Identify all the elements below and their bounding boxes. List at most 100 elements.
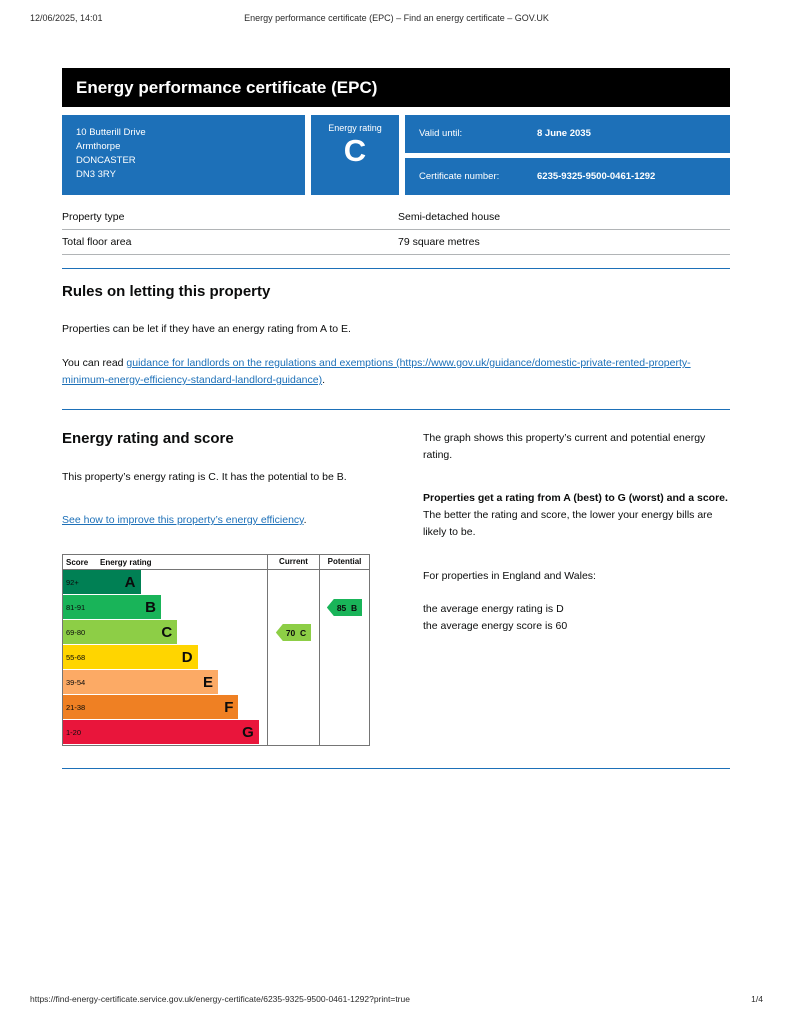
floor-area-label: Total floor area: [62, 236, 132, 248]
epc-potential-cell: [319, 720, 369, 745]
graph-intro-paragraph: The graph shows this property’s current …: [423, 432, 706, 461]
epc-band-row-a: 92+ A: [63, 570, 369, 595]
epc-band-cell: 55-68 D: [63, 645, 267, 670]
epc-band-cell: 1-20 G: [63, 720, 267, 745]
average-rating-line: the average energy rating is D: [423, 603, 564, 615]
valid-until-value: 8 June 2035: [537, 128, 591, 140]
potential-column-header: Potential: [319, 555, 369, 569]
epc-band-row-g: 1-20 G: [63, 720, 369, 745]
table-row: Total floor area 79 square metres: [62, 230, 730, 255]
epc-band-score: 1-20: [66, 727, 82, 737]
energy-rating-box: Energy rating C: [311, 115, 399, 195]
section-divider: [62, 409, 730, 410]
landlord-guidance-link[interactable]: guidance for landlords on the regulation…: [62, 357, 691, 386]
improve-efficiency-paragraph: See how to improve this property’s energ…: [62, 512, 370, 529]
epc-band-bar-b: 81-91 B: [63, 595, 161, 619]
rating-left-column: Energy rating and score This property’s …: [62, 430, 370, 746]
epc-current-cell: [267, 570, 319, 595]
epc-graph-header: Score Energy rating Current Potential: [63, 555, 369, 570]
epc-band-bar-g: 1-20 G: [63, 720, 259, 744]
section-divider: [62, 768, 730, 769]
certificate-summary: 10 Butterill Drive Armthorpe DONCASTER D…: [62, 115, 730, 195]
epc-band-cell: 69-80 C: [63, 620, 267, 645]
epc-band-row-b: 81-91 B 85 B: [63, 595, 369, 620]
epc-potential-cell: [319, 670, 369, 695]
epc-potential-cell: [319, 695, 369, 720]
epc-potential-cell: [319, 570, 369, 595]
improve-efficiency-link[interactable]: See how to improve this property’s energ…: [62, 514, 304, 526]
epc-band-letter: E: [203, 673, 214, 691]
energy-rating-section: Energy rating and score This property’s …: [62, 430, 730, 746]
england-wales-intro: For properties in England and Wales:: [423, 570, 596, 582]
valid-until-label: Valid until:: [419, 128, 463, 140]
epc-band-cell: 39-54 E: [63, 670, 267, 695]
potential-rating-marker: 85 B: [326, 599, 363, 616]
epc-current-cell: [267, 595, 319, 620]
score-column-header: Score: [66, 557, 89, 567]
table-row: Property type Semi-detached house: [62, 205, 730, 230]
epc-band-letter: C: [161, 623, 173, 641]
guidance-text-prefix: You can read: [62, 357, 127, 369]
epc-potential-cell: [319, 620, 369, 645]
epc-band-score: 69-80: [66, 627, 86, 637]
epc-band-bar-a: 92+ A: [63, 570, 141, 594]
epc-band-row-f: 21-38 F: [63, 695, 369, 720]
epc-band-bar-d: 55-68 D: [63, 645, 198, 669]
epc-band-score: 55-68: [66, 652, 86, 662]
print-url: https://find-energy-certificate.service.…: [30, 994, 410, 1004]
ratings-explainer-bold: Properties get a rating from A (best) to…: [423, 492, 728, 504]
certificate-number-label: Certificate number:: [419, 170, 500, 182]
epc-page: Energy performance certificate (EPC) 10 …: [62, 68, 730, 769]
rating-right-column: The graph shows this property’s current …: [423, 430, 730, 635]
current-rating-marker: 70 C: [275, 624, 312, 641]
epc-band-score: 92+: [66, 577, 79, 587]
certificate-number-box: Certificate number: 6235-9325-9500-0461-…: [405, 157, 730, 195]
epc-band-row-d: 55-68 D: [63, 645, 369, 670]
energy-rating-graph: Score Energy rating Current Potential 92…: [62, 554, 370, 746]
averages-paragraph: the average energy rating is D the averag…: [423, 601, 730, 635]
epc-current-cell: 70 C: [267, 620, 319, 645]
print-document-title: Energy performance certificate (EPC) – F…: [244, 13, 549, 23]
rating-column-header: Energy rating: [100, 557, 152, 567]
epc-band-cell: 21-38 F: [63, 695, 267, 720]
improve-link-suffix: .: [303, 514, 307, 526]
print-header: 12/06/2025, 14:01 Energy performance cer…: [30, 13, 763, 25]
ratings-explainer-paragraph: Properties get a rating from A (best) to…: [423, 490, 730, 541]
epc-band-cell: 92+ A: [63, 570, 267, 595]
certificate-meta-boxes: Valid until: 8 June 2035 Certificate num…: [405, 115, 730, 195]
ratings-explainer-rest: The better the rating and score, the low…: [423, 509, 713, 538]
address-line-4: DN3 3RY: [76, 169, 116, 180]
page-title-banner: Energy performance certificate (EPC): [62, 68, 730, 107]
epc-current-cell: [267, 720, 319, 745]
epc-band-score: 39-54: [66, 677, 86, 687]
epc-band-cell: 81-91 B: [63, 595, 267, 620]
epc-potential-cell: [319, 645, 369, 670]
epc-band-bar-f: 21-38 F: [63, 695, 239, 719]
energy-rating-label: Energy rating: [328, 123, 382, 133]
epc-band-letter: G: [242, 723, 254, 741]
address-line-2: Armthorpe: [76, 141, 121, 152]
epc-band-letter: D: [181, 648, 193, 666]
rating-summary-paragraph: This property’s energy rating is C. It h…: [62, 471, 347, 483]
epc-current-cell: [267, 670, 319, 695]
print-datetime: 12/06/2025, 14:01: [30, 13, 103, 23]
epc-potential-cell: 85 B: [319, 595, 369, 620]
epc-current-cell: [267, 645, 319, 670]
property-details-table: Property type Semi-detached house Total …: [62, 205, 730, 255]
epc-current-cell: [267, 695, 319, 720]
property-type-label: Property type: [62, 211, 125, 223]
epc-band-score: 21-38: [66, 702, 86, 712]
epc-band-row-e: 39-54 E: [63, 670, 369, 695]
rules-section-heading: Rules on letting this property: [62, 283, 271, 300]
valid-until-box: Valid until: 8 June 2035: [405, 115, 730, 153]
print-page-number: 1/4: [751, 994, 763, 1004]
rules-paragraph: Properties can be let if they have an en…: [62, 323, 351, 335]
epc-band-letter: A: [124, 573, 136, 591]
address-line-3: DONCASTER: [76, 155, 136, 166]
certificate-number-value: 6235-9325-9500-0461-1292: [537, 170, 656, 182]
epc-band-row-c: 69-80 C 70 C: [63, 620, 369, 645]
epc-band-rows: 92+ A 81-91 B 85 B 69-80 C 70 C 55-68 D 39-54 E 21-3…: [63, 570, 369, 745]
epc-band-bar-e: 39-54 E: [63, 670, 219, 694]
guidance-text-suffix: .: [322, 374, 326, 386]
property-address: 10 Butterill Drive Armthorpe DONCASTER D…: [62, 115, 305, 195]
